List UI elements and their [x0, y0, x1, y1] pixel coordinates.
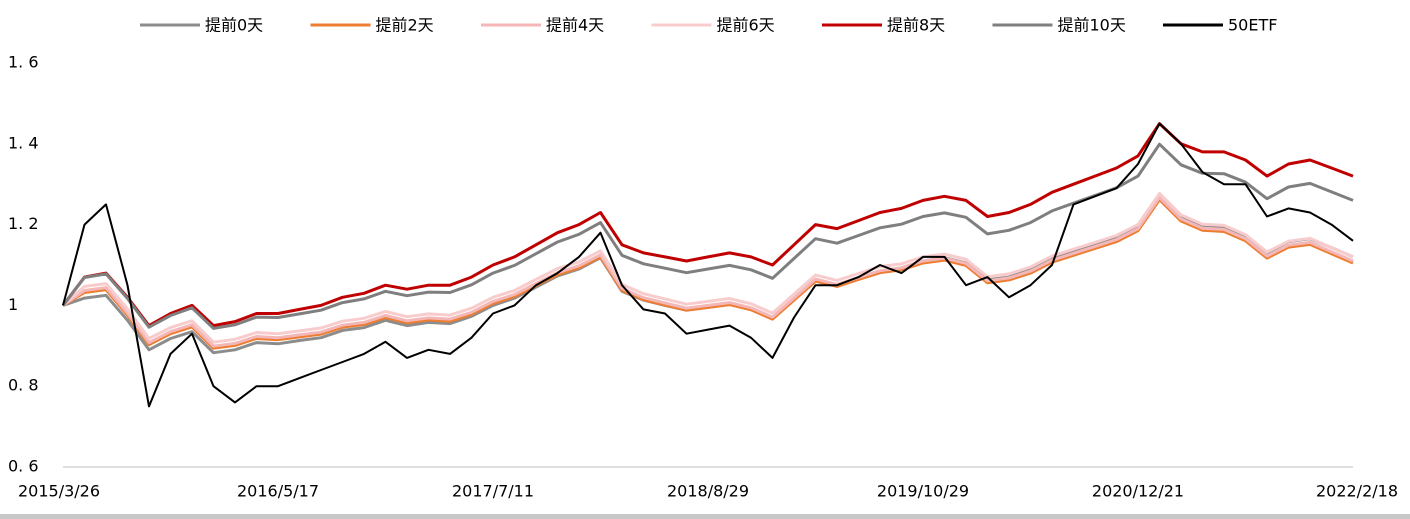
x-tick-label: 2017/7/11	[452, 482, 534, 501]
legend-label: 提前2天	[376, 16, 434, 35]
series-line	[62, 122, 1354, 408]
legend-label: 提前0天	[205, 16, 263, 35]
legend-label: 50ETF	[1228, 16, 1277, 35]
x-tick-label: 2019/10/29	[877, 482, 969, 501]
y-tick-label: 1. 6	[8, 53, 39, 72]
x-tick-label: 2022/2/18	[1316, 482, 1398, 501]
y-tick-label: 1	[8, 295, 18, 314]
y-tick-label: 1. 4	[8, 133, 39, 152]
series-line	[61, 142, 1354, 330]
series-line	[62, 198, 1354, 350]
legend-label: 提前8天	[887, 16, 945, 35]
y-tick-label: 0. 8	[8, 376, 39, 395]
legend-label: 提前6天	[717, 16, 775, 35]
y-tick-label: 1. 2	[8, 214, 39, 233]
series-line	[62, 192, 1354, 344]
x-tick-label: 2015/3/26	[18, 482, 100, 501]
series-line	[61, 122, 1354, 328]
y-tick-label: 0. 6	[8, 457, 39, 476]
series-line	[62, 196, 1354, 348]
x-tick-label: 2016/5/17	[237, 482, 319, 501]
legend-label: 提前4天	[546, 16, 604, 35]
x-tick-label: 2018/8/29	[667, 482, 749, 501]
bottom-band	[0, 514, 1410, 519]
x-tick-label: 2020/12/21	[1092, 482, 1184, 501]
legend-label: 提前10天	[1058, 16, 1126, 35]
